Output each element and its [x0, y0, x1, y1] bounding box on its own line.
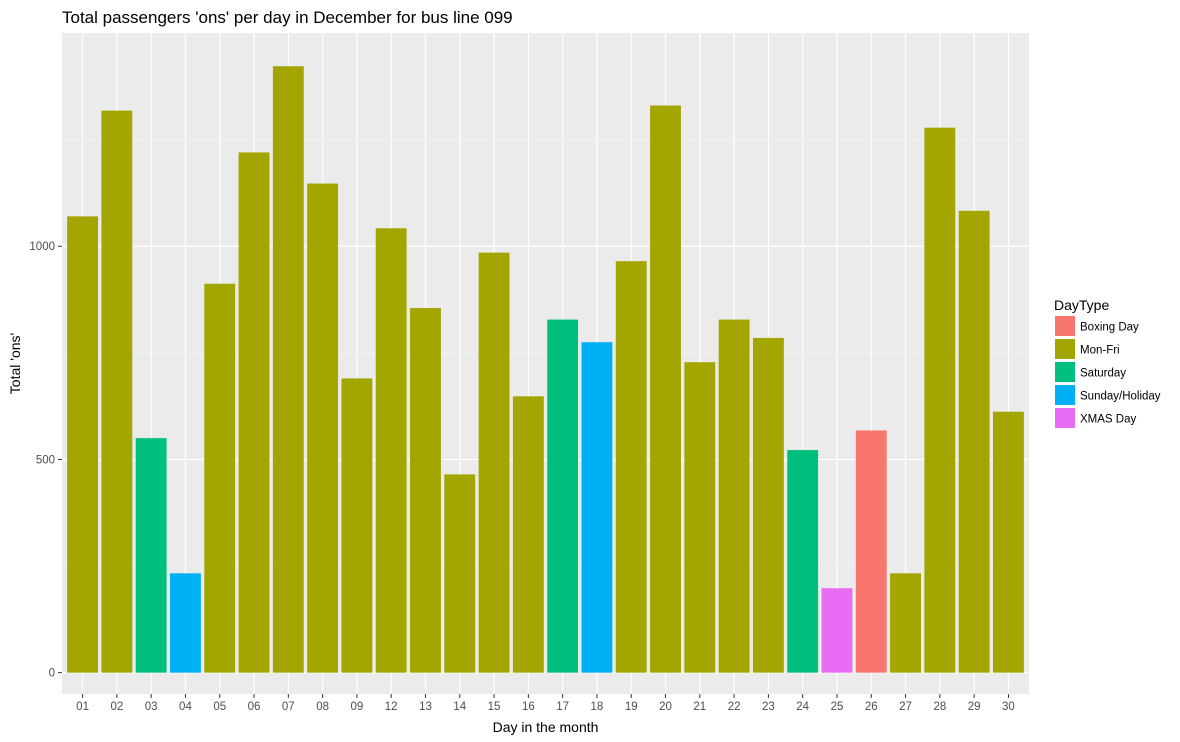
- legend-label: Saturday: [1080, 368, 1126, 380]
- x-tick-label: 12: [385, 701, 398, 713]
- x-axis-title: Day in the month: [493, 719, 599, 735]
- bar-day-16: [512, 396, 544, 673]
- bar-day-19: [615, 261, 647, 673]
- x-tick-label: 24: [796, 701, 809, 713]
- bar-day-03: [135, 438, 167, 673]
- x-tick-label: 27: [899, 701, 912, 713]
- bar-day-27: [890, 573, 921, 673]
- bar-day-15: [478, 252, 510, 673]
- x-tick-label: 28: [933, 701, 946, 713]
- y-tick-label: 1000: [29, 241, 55, 253]
- legend: DayType Boxing Day Mon-Fri Saturday Sunday/…: [1054, 297, 1161, 428]
- bar-day-02: [101, 110, 133, 673]
- legend-key: [1055, 362, 1075, 382]
- legend-label: Sunday/Holiday: [1080, 391, 1161, 403]
- bar-day-22: [718, 319, 750, 673]
- legend-label: Mon-Fri: [1080, 345, 1120, 357]
- bar-day-13: [410, 308, 441, 673]
- x-tick-label: 15: [488, 701, 501, 713]
- x-tick-label: 22: [728, 701, 741, 713]
- y-tick-label: 500: [36, 454, 55, 466]
- axes: 0 500 1000 01 02 03 04 05 06 07 08 09 12 13 14 15 16 17 18…: [29, 241, 1014, 713]
- x-tick-label: 19: [625, 701, 638, 713]
- bar-day-23: [752, 337, 784, 673]
- x-tick-label: 14: [453, 701, 466, 713]
- x-tick-label: 05: [213, 701, 226, 713]
- x-tick-label: 01: [76, 701, 89, 713]
- bar-day-01: [67, 216, 99, 673]
- x-tick-label: 20: [659, 701, 672, 713]
- chart-title: Total passengers 'ons' per day in Decemb…: [62, 8, 513, 27]
- bar-day-21: [684, 362, 716, 673]
- x-tick-label: 30: [1002, 701, 1015, 713]
- bar-day-20: [650, 105, 681, 673]
- bar-day-12: [375, 228, 407, 673]
- x-tick-label: 17: [556, 701, 569, 713]
- legend-title: DayType: [1054, 297, 1109, 313]
- bar-day-08: [307, 183, 339, 673]
- bar-day-09: [341, 378, 373, 673]
- bar-day-29: [958, 210, 990, 673]
- legend-key: [1055, 339, 1075, 359]
- bar-day-05: [204, 283, 236, 673]
- bar-day-30: [992, 411, 1024, 673]
- x-tick-label: 13: [419, 701, 432, 713]
- y-axis-title: Total 'ons': [7, 333, 23, 394]
- legend-label: Boxing Day: [1080, 322, 1139, 334]
- x-tick-label: 25: [831, 701, 844, 713]
- x-tick-label: 04: [179, 701, 192, 713]
- bar-day-18: [581, 342, 613, 673]
- legend-key: [1055, 408, 1075, 428]
- legend-key: [1055, 316, 1075, 336]
- bar-day-17: [547, 319, 579, 673]
- x-tick-label: 29: [968, 701, 981, 713]
- bar-day-04: [170, 573, 201, 673]
- x-tick-label: 26: [865, 701, 878, 713]
- x-tick-label: 07: [282, 701, 295, 713]
- bars: [67, 66, 1024, 673]
- bar-day-14: [444, 474, 476, 673]
- bar-day-28: [924, 127, 956, 673]
- legend-key: [1055, 385, 1075, 405]
- x-tick-label: 02: [110, 701, 123, 713]
- x-tick-label: 23: [762, 701, 775, 713]
- x-tick-label: 21: [693, 701, 706, 713]
- x-tick-label: 09: [351, 701, 364, 713]
- x-tick-label: 18: [591, 701, 604, 713]
- x-tick-label: 03: [145, 701, 158, 713]
- bar-day-26: [855, 430, 887, 673]
- bar-day-07: [272, 66, 304, 673]
- bar-day-24: [787, 450, 819, 673]
- bar-day-06: [238, 152, 270, 673]
- legend-label: XMAS Day: [1080, 414, 1136, 426]
- y-tick-label: 0: [49, 668, 55, 680]
- x-tick-label: 06: [248, 701, 261, 713]
- x-tick-label: 08: [316, 701, 329, 713]
- x-tick-label: 16: [522, 701, 535, 713]
- bar-day-25: [821, 588, 853, 673]
